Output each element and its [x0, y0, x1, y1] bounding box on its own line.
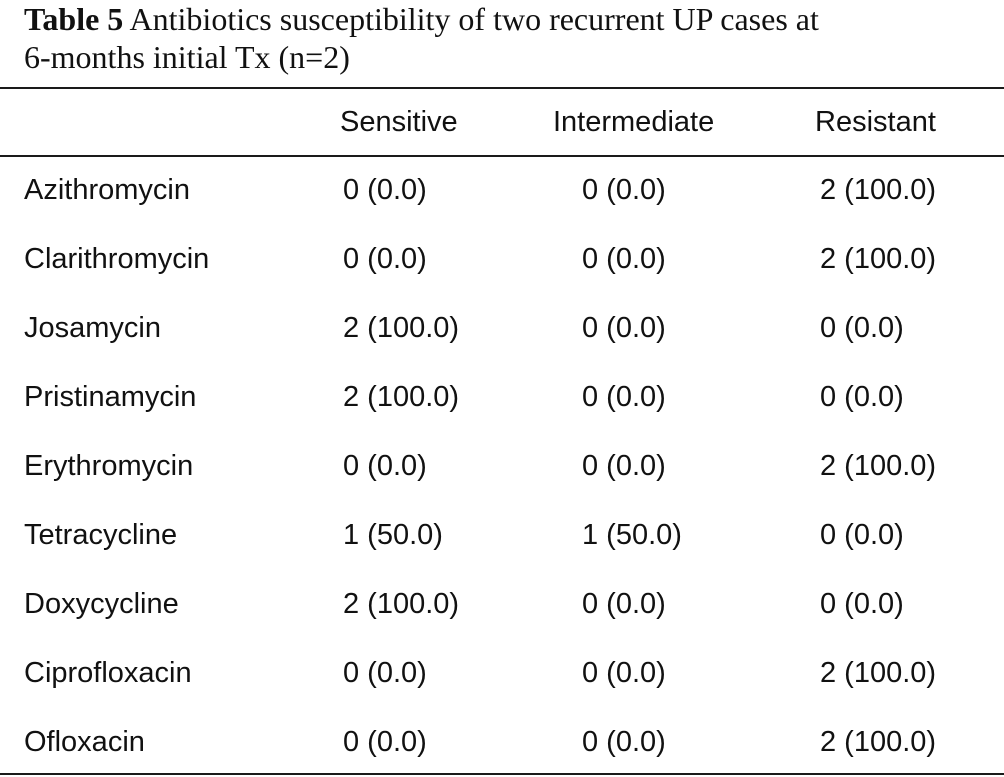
intermediate-cell: 1 (50.0): [582, 519, 682, 551]
sensitive-cell: 2 (100.0): [343, 381, 460, 413]
sensitive-cell: 2 (100.0): [343, 312, 460, 344]
resistant-cell: 2 (100.0): [820, 450, 937, 482]
drug-name-cell: Clarithromycin: [24, 243, 210, 275]
bottom-rule: [0, 773, 1004, 775]
intermediate-cell: 0 (0.0): [582, 243, 666, 275]
drug-name-cell: Erythromycin: [24, 450, 194, 482]
resistant-cell: 2 (100.0): [820, 174, 937, 206]
intermediate-cell: 0 (0.0): [582, 726, 666, 758]
drug-name-cell: Ciprofloxacin: [24, 657, 192, 689]
drug-name-cell: Tetracycline: [24, 519, 178, 551]
drug-name-cell: Josamycin: [24, 312, 161, 344]
top-rule: [0, 87, 1004, 89]
resistant-cell: 2 (100.0): [820, 726, 937, 758]
intermediate-cell: 0 (0.0): [582, 174, 666, 206]
resistant-cell: 0 (0.0): [820, 312, 904, 344]
column-header-sensitive: Sensitive: [340, 106, 458, 138]
drug-name-cell: Doxycycline: [24, 588, 179, 620]
caption-title: Antibiotics susceptibility of two recurr…: [123, 1, 819, 37]
resistant-cell: 2 (100.0): [820, 657, 937, 689]
sensitive-cell: 2 (100.0): [343, 588, 460, 620]
resistant-cell: 2 (100.0): [820, 243, 937, 275]
caption-line-2: 6-months initial Tx (n=2): [24, 39, 350, 75]
intermediate-cell: 0 (0.0): [582, 450, 666, 482]
header-rule: [0, 155, 1004, 157]
resistant-cell: 0 (0.0): [820, 381, 904, 413]
drug-name-cell: Azithromycin: [24, 174, 190, 206]
intermediate-cell: 0 (0.0): [582, 312, 666, 344]
table-caption: Table 5 Antibiotics susceptibility of tw…: [24, 0, 994, 76]
intermediate-cell: 0 (0.0): [582, 381, 666, 413]
sensitive-cell: 0 (0.0): [343, 174, 427, 206]
sensitive-cell: 0 (0.0): [343, 450, 427, 482]
column-header-intermediate: Intermediate: [553, 106, 715, 138]
sensitive-cell: 0 (0.0): [343, 657, 427, 689]
column-header-resistant: Resistant: [815, 106, 936, 138]
caption-line-1: Table 5 Antibiotics susceptibility of tw…: [24, 0, 994, 38]
sensitive-cell: 0 (0.0): [343, 243, 427, 275]
sensitive-cell: 1 (50.0): [343, 519, 443, 551]
resistant-cell: 0 (0.0): [820, 519, 904, 551]
sensitive-cell: 0 (0.0): [343, 726, 427, 758]
caption-label: Table 5: [24, 1, 124, 37]
intermediate-cell: 0 (0.0): [582, 657, 666, 689]
intermediate-cell: 0 (0.0): [582, 588, 666, 620]
resistant-cell: 0 (0.0): [820, 588, 904, 620]
drug-name-cell: Ofloxacin: [24, 726, 145, 758]
drug-name-cell: Pristinamycin: [24, 381, 197, 413]
